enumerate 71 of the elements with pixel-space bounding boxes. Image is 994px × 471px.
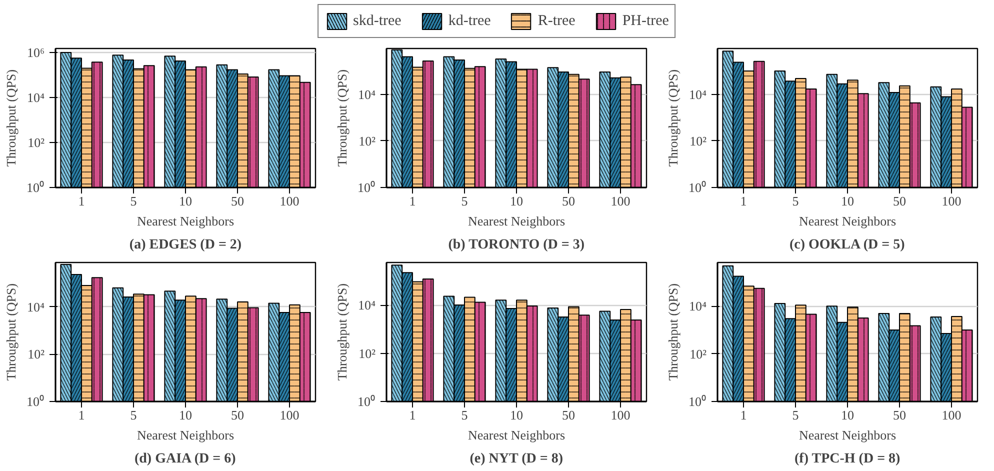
x-tick-label: 5 [792, 408, 799, 422]
x-axis-title: Nearest Neighbors [468, 214, 566, 228]
y-axis-title: Throughput (QPS) [334, 69, 350, 167]
y-tick-label: 10² [690, 133, 707, 148]
legend-label: R-tree [538, 12, 576, 30]
x-axis-title: Nearest Neighbors [136, 214, 234, 228]
text: (b) TORONTO (D = 3) [448, 238, 585, 252]
x-tick-label: 10 [510, 194, 523, 208]
x-tick-label: 5 [461, 194, 468, 208]
x-tick-label: 50 [231, 408, 244, 422]
y-tick-label: 10⁴ [26, 299, 45, 314]
x-tick-label: 1 [78, 408, 85, 422]
x-tick-label: 10 [510, 408, 523, 422]
x-axis-title: Nearest Neighbors [468, 428, 566, 442]
y-tick-label: 10² [690, 346, 707, 362]
x-tick-label: 50 [231, 194, 244, 208]
x-tick-label: 50 [562, 194, 575, 208]
legend-label: kd-tree [448, 12, 491, 30]
x-tick-label: 1 [409, 194, 416, 208]
x-tick-label: 5 [130, 408, 137, 422]
x-axis-title: Nearest Neighbors [136, 428, 234, 442]
y-axis-title: Throughput (QPS) [666, 283, 680, 381]
x-tick-label: 1 [740, 408, 747, 422]
y-tick-label: 10⁴ [26, 90, 45, 105]
y-tick-label: 10⁰ [26, 394, 44, 409]
x-tick-label: 100 [610, 194, 630, 208]
x-tick-label: 100 [942, 408, 962, 422]
x-tick-label: 5 [792, 194, 799, 208]
x-tick-label: 10 [841, 194, 854, 208]
x-tick-label: 100 [942, 194, 962, 208]
y-axis-title: Throughput (QPS) [666, 69, 680, 167]
x-tick-label: 10 [179, 408, 192, 422]
y-tick-label: 10⁴ [358, 298, 376, 313]
x-tick-label: 5 [461, 408, 468, 422]
text: (a) EDGES (D = 2) [129, 238, 242, 252]
x-tick-label: 5 [130, 194, 137, 208]
y-tick-label: 10⁴ [688, 298, 707, 314]
x-tick-label: 100 [280, 408, 300, 422]
y-tick-label: 10² [28, 134, 45, 150]
y-tick-label: 10² [358, 346, 376, 361]
x-tick-label: 1 [740, 194, 747, 208]
text: (f) TPC-H (D = 8) [794, 452, 901, 466]
y-tick-label: 10⁴ [688, 86, 707, 102]
y-tick-label: 10⁰ [358, 394, 376, 409]
y-axis-title: Throughput (QPS) [4, 283, 18, 381]
y-tick-label: 10² [28, 346, 45, 362]
x-tick-label: 50 [893, 408, 906, 422]
x-tick-label: 100 [610, 408, 630, 422]
x-tick-label: 10 [179, 194, 192, 208]
x-axis-title: Nearest Neighbors [798, 214, 896, 228]
text: (d) GAIA (D = 6) [134, 452, 236, 466]
x-tick-label: 1 [409, 408, 416, 422]
y-tick-label: 10⁴ [358, 86, 376, 102]
y-axis-title: Throughput (QPS) [334, 283, 350, 381]
x-tick-label: 10 [841, 408, 854, 422]
x-tick-label: 50 [562, 408, 575, 422]
x-tick-label: 100 [280, 194, 300, 208]
x-tick-label: 1 [78, 194, 85, 208]
y-tick-label: 10⁰ [688, 394, 706, 409]
x-tick-label: 50 [893, 194, 906, 208]
y-tick-label: 10⁶ [26, 44, 45, 60]
y-tick-label: 10⁰ [26, 180, 44, 195]
text: (e) NYT (D = 8) [470, 452, 564, 466]
y-axis-title: Throughput (QPS) [4, 69, 18, 167]
legend-label: PH-tree [622, 12, 669, 30]
y-tick-label: 10⁰ [688, 180, 706, 195]
legend-label: skd-tree [353, 12, 402, 30]
y-tick-label: 10² [358, 133, 376, 148]
x-axis-title: Nearest Neighbors [798, 428, 896, 442]
y-tick-label: 10⁰ [358, 180, 376, 195]
text: (c) OOKLA (D = 5) [789, 238, 906, 252]
